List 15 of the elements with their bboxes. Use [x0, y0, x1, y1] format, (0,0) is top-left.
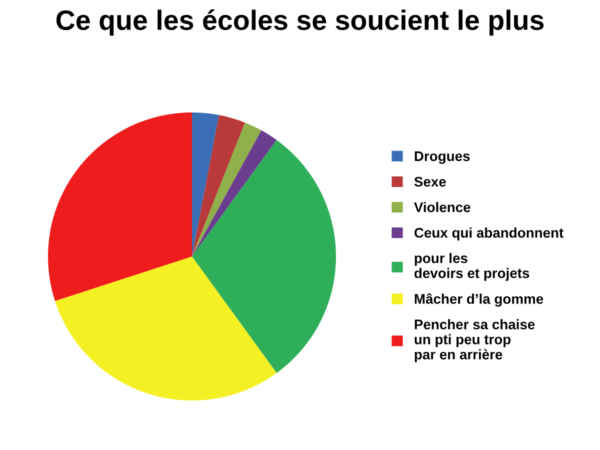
pie-slice [192, 130, 277, 256]
legend-label: Pencher sa chaise un pti peu trop par en arrière [414, 319, 535, 362]
pie-slice [192, 115, 246, 256]
legend-label: Sexe [414, 176, 446, 187]
pie-slice [192, 112, 219, 256]
legend-label: Mâcher d’la gomme [414, 293, 544, 307]
legend-label: Violence [414, 202, 470, 212]
pie-slice [55, 256, 277, 400]
pie-slice [48, 112, 192, 301]
legend-label: Ceux qui abandonnent [414, 228, 564, 240]
legend-label: Drogues [414, 151, 470, 164]
pie-slice [192, 140, 336, 373]
legend-label: pour les devoirs et projets [414, 252, 530, 281]
chart-title: Ce que les écoles se soucient le plus [56, 9, 544, 36]
pie-slice [192, 122, 262, 256]
